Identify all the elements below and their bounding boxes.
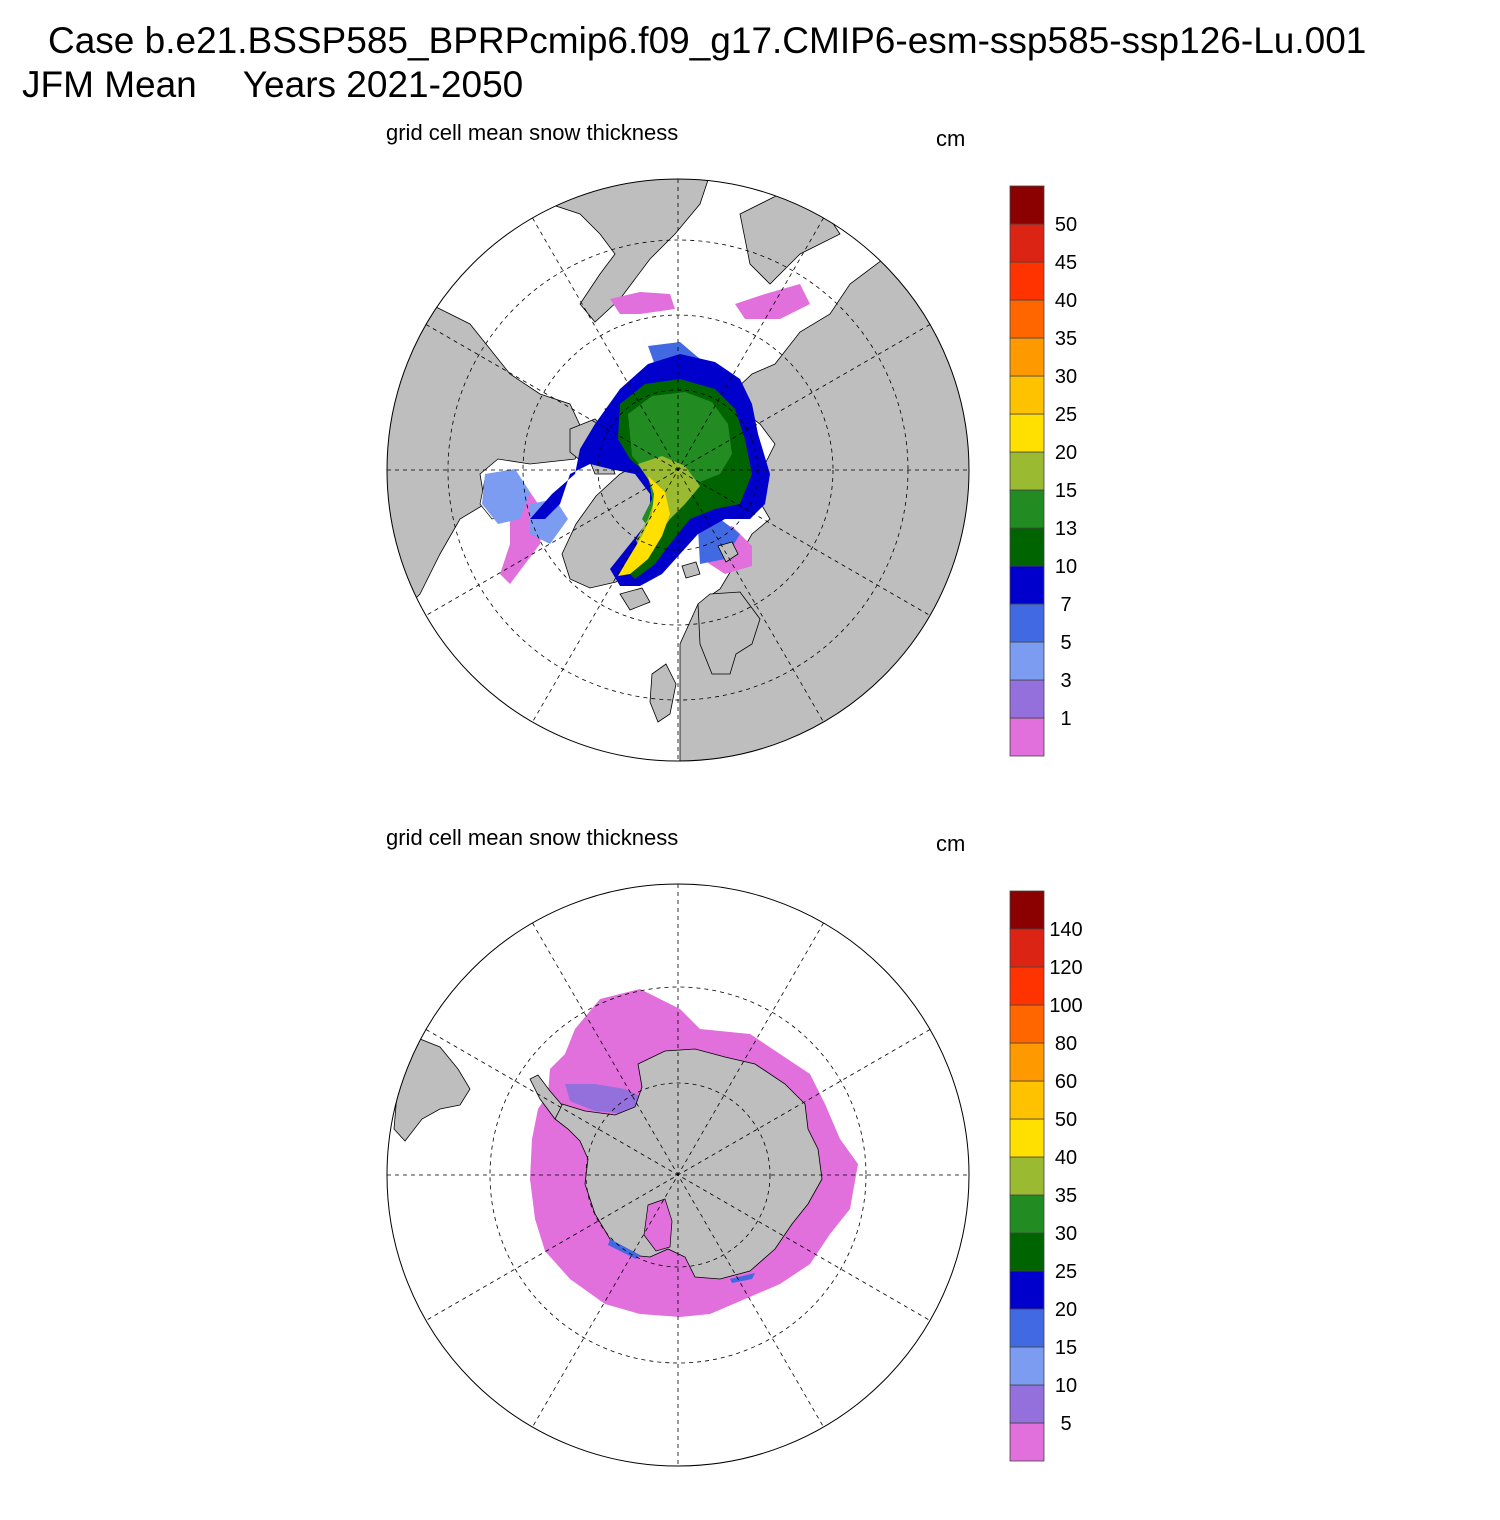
north-colorbar-swatch: [1009, 261, 1045, 301]
south-land-peninsula: [529, 1074, 563, 1120]
north-land-scandinavia: [697, 591, 761, 675]
north-snow-1cm-bering: [610, 284, 810, 319]
south-colorbar-swatch: [1009, 928, 1045, 968]
south-colorbar-label: 35: [1055, 1185, 1077, 1207]
north-colorbar-label: 5: [1060, 632, 1071, 654]
south-colorbar-label: 40: [1055, 1147, 1077, 1169]
north-colorbar-swatch: [1009, 603, 1045, 643]
north-polar-map: [386, 178, 970, 762]
south-colorbar-swatch: [1009, 890, 1045, 930]
south-colorbar-label: 140: [1049, 919, 1082, 941]
south-panel-title: grid cell mean snow thickness: [386, 825, 679, 850]
south-colorbar-swatch: [1009, 1004, 1045, 1044]
south-colorbar-label: 80: [1055, 1033, 1077, 1055]
south-colorbar-label: 120: [1049, 957, 1082, 979]
south-colorbar-label: 20: [1055, 1299, 1077, 1321]
south-colorbar-label: 30: [1055, 1223, 1077, 1245]
south-colorbar-swatch: [1009, 1308, 1045, 1348]
north-colorbar-label: 10: [1055, 556, 1077, 578]
north-colorbar-swatch: [1009, 527, 1045, 567]
north-colorbar-swatch: [1009, 489, 1045, 529]
south-colorbar-swatch: [1009, 1118, 1045, 1158]
south-colorbar-swatch: [1009, 1232, 1045, 1272]
north-land-north-america: [387, 263, 586, 635]
south-graticule: [387, 884, 969, 1466]
north-colorbar-label: 7: [1060, 594, 1071, 616]
north-colorbar-swatch: [1009, 337, 1045, 377]
north-colorbar-label: 13: [1055, 518, 1077, 540]
north-panel-title: grid cell mean snow thickness: [386, 120, 679, 145]
south-colorbar-swatch: [1009, 966, 1045, 1006]
south-colorbar-label: 5: [1060, 1413, 1071, 1435]
years-label: Years 2021-2050: [242, 64, 524, 105]
north-colorbar-swatch: [1009, 451, 1045, 491]
north-colorbar-swatch: [1009, 717, 1045, 757]
south-colorbar-label: 60: [1055, 1071, 1077, 1093]
north-colorbar-label: 1: [1060, 708, 1071, 730]
season-label: JFM Mean: [22, 64, 197, 105]
north-colorbar-label: 20: [1055, 442, 1077, 464]
north-colorbar-label: 35: [1055, 328, 1077, 350]
north-colorbar-swatch: [1009, 413, 1045, 453]
south-colorbar-swatch: [1009, 1156, 1045, 1196]
north-colorbar-label: 3: [1060, 670, 1071, 692]
south-colorbar-swatch: [1009, 1194, 1045, 1234]
south-colorbar-label: 15: [1055, 1337, 1077, 1359]
south-panel: grid cell mean snow thickness cm: [0, 815, 1500, 1520]
north-map-border: [386, 178, 970, 762]
north-colorbar-swatch: [1009, 641, 1045, 681]
south-snow-15cm: [608, 1239, 755, 1283]
south-colorbar-swatch: [1009, 1384, 1045, 1424]
north-panel-units: cm: [936, 126, 966, 151]
south-colorbar: 5 10 15 20 25 30 35 40 50 60 80 100 120 140: [1009, 890, 1083, 1462]
south-colorbar-label: 10: [1055, 1375, 1077, 1397]
north-snow-3cm: [482, 469, 568, 544]
north-colorbar-label: 30: [1055, 366, 1077, 388]
north-land-alaska-chukotka: [539, 179, 711, 323]
north-snow-20cm: [618, 476, 670, 576]
north-colorbar-label: 15: [1055, 480, 1077, 502]
south-land-south-america: [393, 1038, 471, 1142]
south-colorbar-label: 100: [1049, 995, 1082, 1017]
north-colorbar-swatch: [1009, 223, 1045, 263]
south-map-border: [386, 883, 970, 1467]
north-land-britain: [649, 663, 677, 723]
south-colorbar-swatch: [1009, 1080, 1045, 1120]
north-colorbar-swatch: [1009, 375, 1045, 415]
north-colorbar-swatch: [1009, 679, 1045, 719]
north-land-iceland: [619, 587, 651, 611]
north-colorbar-swatch: [1009, 299, 1045, 339]
south-ocean-ross-sea: [643, 1198, 673, 1252]
north-colorbar-label: 45: [1055, 252, 1077, 274]
south-colorbar-label: 25: [1055, 1261, 1077, 1283]
north-land-svalbard: [681, 541, 739, 579]
figure-header: Case b.e21.BSSP585_BPRPcmip6.f09_g17.CMI…: [0, 0, 1500, 110]
south-colorbar-swatch: [1009, 1346, 1045, 1386]
north-colorbar-swatch: [1009, 185, 1045, 225]
south-panel-units: cm: [936, 831, 966, 856]
north-colorbar-label: 50: [1055, 214, 1077, 236]
south-polar-map: [386, 883, 970, 1467]
south-colorbar-swatch: [1009, 1042, 1045, 1082]
case-title: Case b.e21.BSSP585_BPRPcmip6.f09_g17.CMI…: [48, 20, 1367, 61]
season-years-line: JFM Mean Years 2021-2050: [22, 64, 523, 106]
north-colorbar-label: 40: [1055, 290, 1077, 312]
north-graticule: [387, 179, 969, 761]
south-colorbar-label: 50: [1055, 1109, 1077, 1131]
north-panel: grid cell mean snow thickness cm: [0, 110, 1500, 815]
south-colorbar-swatch: [1009, 1422, 1045, 1462]
north-colorbar-label: 25: [1055, 404, 1077, 426]
south-snow-10cm: [565, 1084, 642, 1114]
north-colorbar-swatch: [1009, 565, 1045, 605]
south-colorbar-swatch: [1009, 1270, 1045, 1310]
